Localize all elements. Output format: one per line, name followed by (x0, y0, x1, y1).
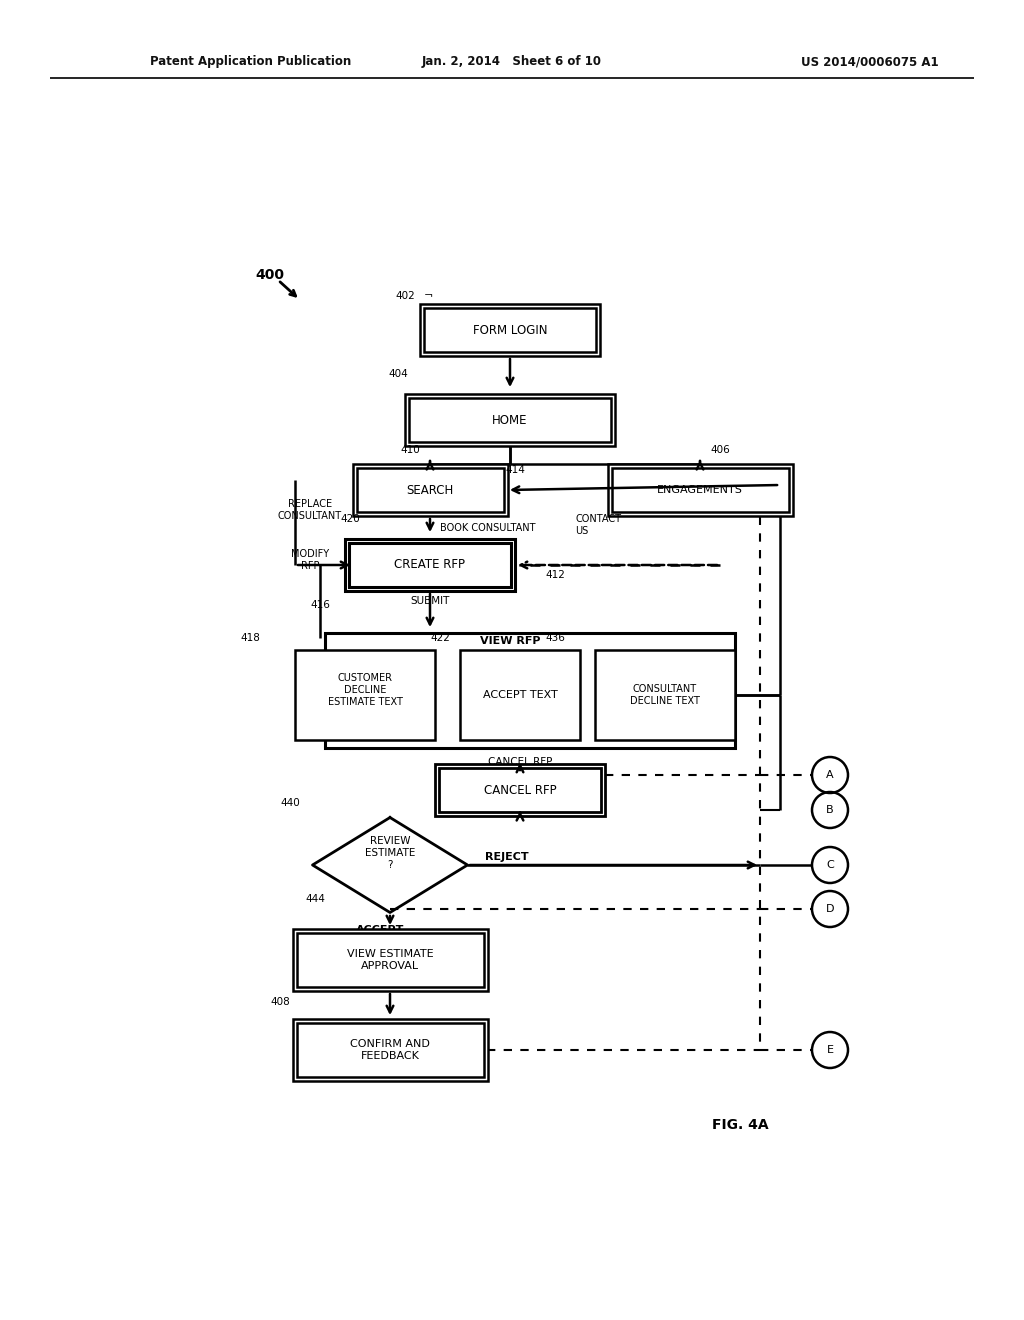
Bar (611, 469, 788, 512)
Text: REPLACE
CONSULTANT: REPLACE CONSULTANT (278, 499, 342, 521)
Text: 418: 418 (240, 634, 260, 643)
Bar (352, 465, 508, 516)
Bar (293, 1019, 487, 1081)
Bar (297, 1023, 483, 1077)
Text: CANCEL RFP: CANCEL RFP (487, 756, 552, 767)
Text: 406: 406 (710, 445, 730, 455)
Text: 400: 400 (255, 268, 284, 282)
Text: 440: 440 (281, 799, 300, 808)
Bar (325, 632, 735, 747)
Bar (356, 469, 504, 512)
Bar (460, 649, 580, 741)
Text: FIG. 4A: FIG. 4A (712, 1118, 768, 1133)
Bar (293, 929, 487, 991)
Text: 408: 408 (270, 997, 290, 1007)
Text: 416: 416 (310, 601, 330, 610)
Text: B: B (826, 805, 834, 814)
Text: ACCEPT: ACCEPT (355, 925, 404, 935)
Text: FORM LOGIN: FORM LOGIN (473, 323, 547, 337)
Bar (595, 649, 735, 741)
Text: SUBMIT: SUBMIT (411, 597, 450, 606)
Text: ENGAGEMENTS: ENGAGEMENTS (657, 484, 743, 495)
Bar (349, 543, 511, 587)
Text: ACCEPT TEXT: ACCEPT TEXT (482, 690, 557, 700)
Text: 444: 444 (305, 894, 325, 904)
Text: HOME: HOME (493, 413, 527, 426)
Bar (345, 539, 515, 591)
Text: CONSULTANT
DECLINE TEXT: CONSULTANT DECLINE TEXT (630, 684, 700, 706)
Text: 436: 436 (545, 634, 565, 643)
Text: 402: 402 (395, 290, 415, 301)
Text: CONFIRM AND
FEEDBACK: CONFIRM AND FEEDBACK (350, 1039, 430, 1061)
Text: CONTACT
US: CONTACT US (575, 515, 621, 536)
Text: CUSTOMER
DECLINE
ESTIMATE TEXT: CUSTOMER DECLINE ESTIMATE TEXT (328, 673, 402, 706)
Text: US 2014/0006075 A1: US 2014/0006075 A1 (801, 55, 939, 69)
Bar (297, 933, 483, 987)
Bar (439, 768, 601, 812)
Bar (435, 764, 605, 816)
Text: A: A (826, 770, 834, 780)
Bar (607, 465, 793, 516)
Text: 412: 412 (545, 570, 565, 579)
Text: VIEW ESTIMATE
APPROVAL: VIEW ESTIMATE APPROVAL (347, 949, 433, 970)
Bar (406, 393, 615, 446)
Text: SEARCH: SEARCH (407, 483, 454, 496)
Bar (409, 399, 611, 442)
Polygon shape (312, 817, 468, 912)
Text: CREATE RFP: CREATE RFP (394, 558, 466, 572)
Text: VIEW RFP: VIEW RFP (480, 636, 541, 645)
Text: REVIEW
ESTIMATE
?: REVIEW ESTIMATE ? (365, 837, 415, 870)
Bar (424, 308, 596, 352)
Text: MODIFY
RFP: MODIFY RFP (291, 549, 329, 570)
Text: Jan. 2, 2014   Sheet 6 of 10: Jan. 2, 2014 Sheet 6 of 10 (422, 55, 602, 69)
Text: Patent Application Publication: Patent Application Publication (150, 55, 351, 69)
Text: 410: 410 (400, 445, 420, 455)
Text: 414: 414 (505, 465, 525, 475)
Bar (420, 304, 600, 356)
Text: 422: 422 (430, 634, 450, 643)
Text: CANCEL RFP: CANCEL RFP (483, 784, 556, 796)
Text: E: E (826, 1045, 834, 1055)
Text: 420: 420 (340, 513, 360, 524)
Text: C: C (826, 861, 834, 870)
Text: REJECT: REJECT (485, 851, 528, 862)
Text: BOOK CONSULTANT: BOOK CONSULTANT (440, 523, 536, 533)
Text: 404: 404 (388, 370, 408, 379)
Bar (295, 649, 435, 741)
Text: D: D (825, 904, 835, 913)
Text: $\neg$: $\neg$ (423, 289, 433, 300)
